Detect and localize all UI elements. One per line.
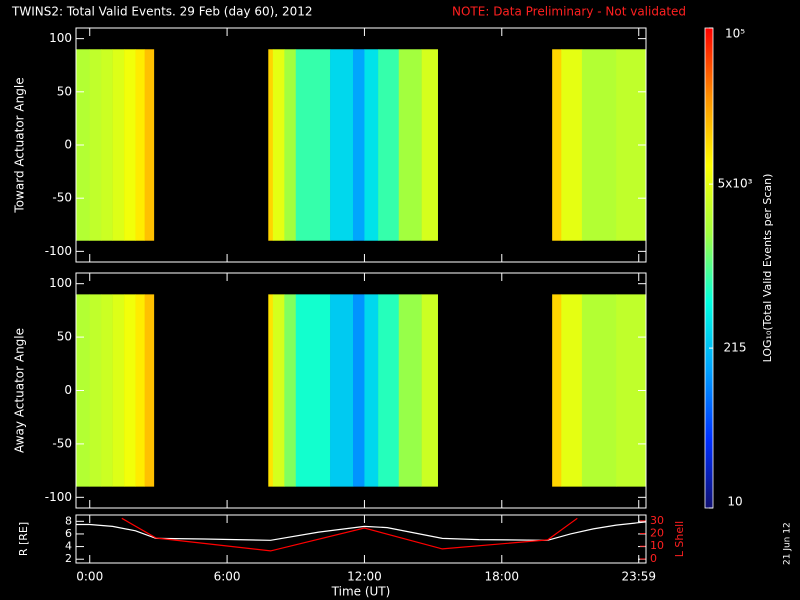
note: NOTE: Data Preliminary - Not validated bbox=[452, 5, 686, 19]
heatmap-cell bbox=[561, 49, 583, 241]
colorbar-tick-label: 10 bbox=[727, 495, 742, 509]
heatmap-cell bbox=[268, 49, 274, 241]
y2-tick-label: 10 bbox=[650, 539, 664, 552]
x-tick-label: 6:00 bbox=[214, 570, 241, 584]
heatmap-cell bbox=[124, 294, 136, 487]
y-tick-label: 0 bbox=[64, 383, 72, 397]
x-tick-label: 12:00 bbox=[347, 570, 382, 584]
y2-tick-label: 20 bbox=[650, 527, 664, 540]
y-tick-label: 6 bbox=[65, 527, 72, 540]
date-stamp: 21 Jun 12 bbox=[783, 522, 793, 565]
heatmap-cell bbox=[135, 294, 145, 487]
heatmap-cell bbox=[101, 294, 113, 487]
heatmap-cell bbox=[112, 49, 125, 241]
y2-tick-label: 30 bbox=[650, 514, 664, 527]
x-tick-label: 0:00 bbox=[76, 570, 103, 584]
series-line bbox=[121, 517, 578, 552]
y-tick-label: 50 bbox=[57, 84, 72, 98]
plot-frame bbox=[75, 27, 647, 263]
heatmap-cell bbox=[421, 49, 438, 241]
heatmap-cell bbox=[552, 294, 562, 487]
y-axis-label: R [RE] bbox=[17, 522, 30, 556]
y-tick-label: 0 bbox=[64, 138, 72, 152]
heatmap-cell bbox=[364, 294, 379, 487]
colorbar-tick-label: 5x10³ bbox=[718, 177, 753, 191]
chart-title: TWINS2: Total Valid Events. 29 Feb (day … bbox=[11, 5, 312, 19]
heatmap-cell bbox=[89, 294, 102, 487]
heatmap-cell bbox=[295, 49, 331, 241]
heatmap-cell bbox=[364, 49, 379, 241]
heatmap-cell bbox=[352, 49, 365, 241]
heatmap-cell bbox=[272, 49, 285, 241]
y-tick-label: 100 bbox=[49, 276, 72, 290]
y-tick-label: -100 bbox=[45, 244, 72, 258]
heatmap-cell bbox=[552, 49, 562, 241]
y2-axis-label: L Shell bbox=[673, 521, 686, 557]
y-tick-label: 2 bbox=[65, 552, 72, 565]
colorbar-tick-label: 215 bbox=[724, 341, 747, 355]
heatmap-cell bbox=[112, 294, 125, 487]
heatmap-cell bbox=[101, 49, 113, 241]
heatmap-cell bbox=[398, 294, 422, 487]
heatmap-cell bbox=[284, 49, 297, 241]
plot-frame bbox=[75, 514, 647, 564]
heatmap-cell bbox=[561, 294, 583, 487]
heatmap-cell bbox=[284, 294, 297, 487]
heatmap-cell bbox=[144, 49, 155, 241]
heatmap-cell bbox=[581, 294, 617, 487]
colorbar-label: LOG₁₀(Total Valid Events per Scan) bbox=[761, 174, 774, 363]
y-tick-label: -50 bbox=[52, 191, 72, 205]
y-axis-label: Away Actuator Angle bbox=[13, 328, 27, 453]
y-tick-label: 4 bbox=[65, 540, 72, 553]
series-line bbox=[76, 521, 647, 541]
heatmap-cell bbox=[135, 49, 145, 241]
heatmap-cell bbox=[398, 49, 422, 241]
heatmap-cell bbox=[124, 49, 136, 241]
heatmap-cell bbox=[272, 294, 285, 487]
plot-frame bbox=[75, 272, 647, 509]
x-tick-label: 23:59 bbox=[621, 570, 656, 584]
x-tick-label: 18:00 bbox=[484, 570, 519, 584]
heatmap-cell bbox=[295, 294, 331, 487]
y-axis-label: Toward Actuator Angle bbox=[13, 77, 27, 213]
heatmap-cell bbox=[352, 294, 365, 487]
y-tick-label: -100 bbox=[45, 490, 72, 504]
y-tick-label: 50 bbox=[57, 330, 72, 344]
heatmap-cell bbox=[421, 294, 438, 487]
y-tick-label: 8 bbox=[65, 514, 72, 527]
heatmap-cell bbox=[378, 49, 400, 241]
heatmap-cell bbox=[89, 49, 102, 241]
colorbar-tick-label: 10⁵ bbox=[725, 27, 745, 41]
heatmap-cell bbox=[268, 294, 274, 487]
heatmap-cell bbox=[330, 49, 354, 241]
y-tick-label: -50 bbox=[52, 436, 72, 450]
y2-tick-label: 0 bbox=[650, 552, 657, 565]
heatmap-cell bbox=[144, 294, 155, 487]
heatmap-cell bbox=[330, 294, 354, 487]
plot-clip-group bbox=[76, 517, 647, 552]
x-axis-label: Time (UT) bbox=[331, 585, 391, 599]
colorbar bbox=[704, 27, 714, 509]
y-tick-label: 100 bbox=[49, 31, 72, 45]
heatmap-cell bbox=[581, 49, 617, 241]
heatmap-cell bbox=[378, 294, 400, 487]
